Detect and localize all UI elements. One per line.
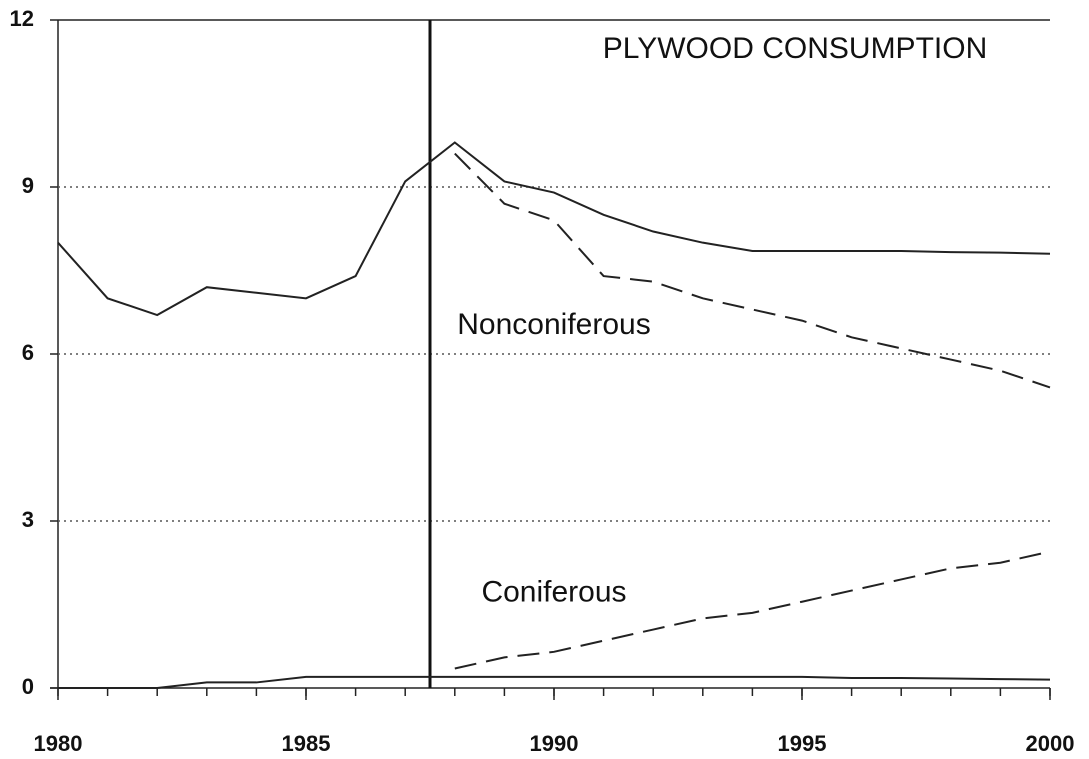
y-tick-label: 6: [22, 340, 34, 365]
chart-title: PLYWOOD CONSUMPTION: [603, 32, 987, 65]
x-tick-label: 1990: [530, 731, 579, 756]
annotation: Coniferous: [481, 575, 626, 608]
y-tick-label: 0: [22, 674, 34, 699]
series-line: [58, 675, 1051, 689]
x-tick-label: 1995: [778, 731, 827, 756]
series-line: [454, 152, 1051, 389]
x-tick-label: 1985: [282, 731, 331, 756]
x-tick-label: 1980: [34, 731, 83, 756]
y-tick-label: 9: [22, 173, 34, 198]
series-line: [57, 141, 1051, 317]
x-tick-label: 2000: [1026, 731, 1075, 756]
series-line: [454, 550, 1051, 670]
annotation: Nonconiferous: [457, 308, 650, 341]
y-tick-label: 12: [10, 6, 34, 31]
y-tick-label: 3: [22, 507, 34, 532]
